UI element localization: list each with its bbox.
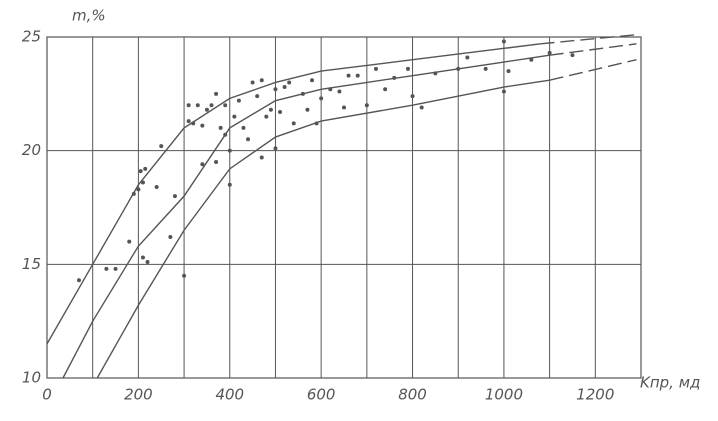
data-point [209, 103, 214, 108]
data-point [127, 239, 132, 244]
x-tick-label: 1000 [485, 386, 523, 404]
data-point [410, 94, 415, 99]
data-point [483, 66, 488, 71]
data-point [314, 121, 319, 126]
data-point [529, 57, 534, 62]
data-point [143, 166, 148, 171]
data-point [172, 194, 177, 199]
curve [96, 79, 550, 379]
data-point [159, 144, 164, 149]
data-point [138, 169, 143, 174]
y-axis-label: m,% [72, 7, 106, 25]
data-point [227, 182, 232, 187]
data-point [255, 94, 260, 99]
y-tick-label: 10 [22, 369, 41, 387]
data-point [465, 55, 470, 60]
data-point [278, 110, 283, 115]
data-point [273, 146, 278, 151]
data-point [204, 107, 209, 112]
plot-frame [46, 36, 642, 379]
data-point [168, 235, 173, 240]
data-point [506, 69, 511, 74]
data-point [264, 114, 269, 119]
data-point [241, 125, 246, 130]
data-point [392, 75, 397, 80]
data-point [419, 105, 424, 110]
data-point [214, 91, 219, 96]
data-point [218, 125, 223, 130]
data-point [104, 266, 109, 271]
data-point [273, 87, 278, 92]
data-point [547, 50, 552, 55]
data-point [501, 39, 506, 44]
data-point [76, 278, 81, 283]
data-point [227, 148, 232, 153]
data-point [310, 78, 315, 83]
curve [46, 43, 541, 345]
data-point [501, 89, 506, 94]
data-point [287, 80, 292, 85]
data-point [246, 137, 251, 142]
data-point [214, 160, 219, 165]
data-point [300, 91, 305, 96]
data-point [236, 98, 241, 103]
x-tick-label: 0 [42, 386, 52, 404]
x-tick-label: 1200 [576, 386, 614, 404]
data-point [195, 103, 200, 108]
y-tick-label: 20 [22, 141, 41, 159]
data-point [250, 80, 255, 85]
curve [549, 59, 637, 81]
data-point [259, 155, 264, 160]
data-point [191, 121, 196, 126]
data-point [186, 119, 191, 124]
data-point [355, 73, 360, 78]
data-point [259, 78, 264, 83]
data-point [223, 103, 228, 108]
data-point [282, 85, 287, 90]
data-point [337, 89, 342, 94]
data-point [140, 180, 145, 185]
curve [540, 34, 637, 45]
data-point [570, 53, 575, 58]
x-tick-label: 800 [398, 386, 427, 404]
data-point [145, 260, 150, 265]
data-point [291, 121, 296, 126]
data-point [140, 255, 145, 260]
curve [549, 43, 637, 56]
data-point [182, 273, 187, 278]
data-point [342, 105, 346, 110]
y-tick-label: 25 [22, 28, 41, 46]
x-axis-label: Kпр, мд [640, 374, 700, 392]
data-point [319, 96, 324, 101]
data-point [154, 185, 159, 190]
data-point [223, 132, 228, 137]
curve [62, 54, 550, 379]
data-point [131, 191, 136, 196]
data-point [433, 71, 438, 76]
data-point [186, 103, 191, 108]
data-point [136, 187, 141, 192]
data-point [232, 114, 237, 119]
data-point [364, 103, 369, 108]
data-point [328, 87, 333, 92]
data-point [200, 162, 205, 167]
x-tick-label: 400 [215, 386, 244, 404]
data-point [456, 66, 461, 71]
data-point [346, 73, 351, 78]
data-point [113, 266, 118, 271]
x-tick-label: 600 [307, 386, 336, 404]
data-point [305, 107, 310, 112]
data-point [383, 87, 388, 92]
data-point [405, 66, 410, 71]
data-point [268, 107, 273, 112]
data-point [373, 66, 378, 71]
x-tick-label: 200 [124, 386, 153, 404]
y-tick-label: 15 [22, 255, 41, 273]
data-point [200, 123, 205, 128]
